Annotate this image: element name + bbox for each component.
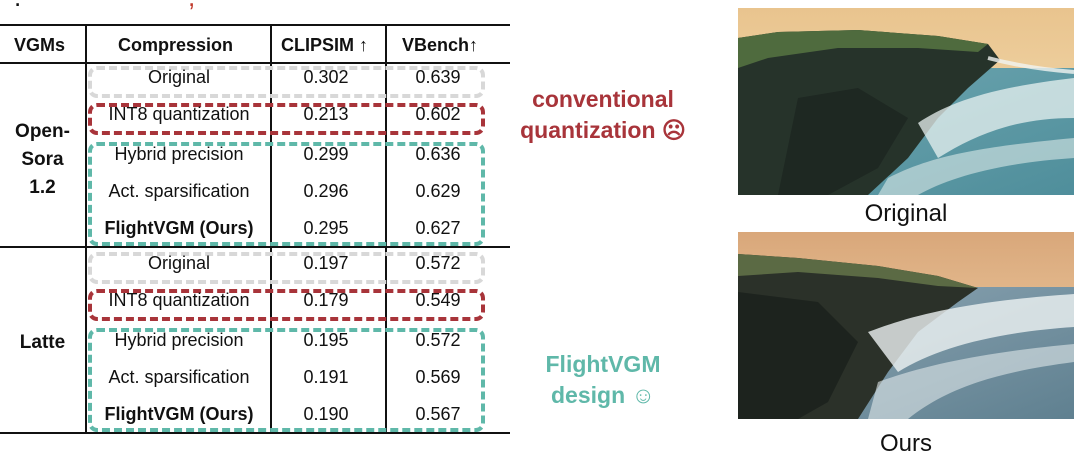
flightvgm-label-line1: FlightVGM bbox=[545, 351, 661, 377]
vbench-cell: 0.569 bbox=[415, 367, 461, 387]
clipsim-cell: 0.191 bbox=[303, 367, 349, 387]
table-row: INT8 quantization 0.179 0.549 bbox=[0, 289, 510, 311]
conventional-dashed-box bbox=[88, 103, 485, 135]
clipsim-cell: 0.296 bbox=[303, 181, 349, 201]
table-row: INT8 quantization 0.213 0.602 bbox=[0, 103, 510, 125]
clipsim-cell: 0.302 bbox=[303, 67, 349, 87]
header-clipsim: CLIPSIM ↑ bbox=[281, 35, 369, 55]
flightvgm-design-label: FlightVGM design ☺ bbox=[508, 349, 698, 411]
table-row: FlightVGM (Ours) 0.190 0.567 bbox=[0, 403, 510, 425]
table-row: Original 0.197 0.572 bbox=[0, 252, 510, 274]
header-vbench: VBench↑ bbox=[402, 35, 479, 55]
original-dashed-box bbox=[88, 252, 485, 284]
model-name-1: Latte bbox=[0, 329, 85, 357]
table-row: Act. sparsification 0.296 0.629 bbox=[0, 180, 510, 202]
table-top-rule bbox=[0, 24, 510, 26]
conventional-label-line2: quantization ☹ bbox=[520, 117, 686, 143]
method-cell: FlightVGM (Ours) bbox=[104, 404, 254, 424]
model-name-0: Open- Sora 1.2 bbox=[0, 118, 85, 202]
header-vgms: VGMs bbox=[14, 35, 66, 55]
table-bottom-rule bbox=[0, 432, 510, 434]
table-row: Act. sparsification 0.191 0.569 bbox=[0, 366, 510, 388]
clipsim-cell: 0.179 bbox=[303, 290, 349, 310]
table-row: FlightVGM (Ours) 0.295 0.627 bbox=[0, 217, 510, 239]
flightvgm-label-line2: design ☺ bbox=[551, 382, 655, 408]
original-dashed-box bbox=[88, 66, 485, 98]
flightvgm-dashed-box bbox=[88, 142, 485, 246]
conventional-label-line1: conventional bbox=[532, 86, 674, 112]
method-cell: Original bbox=[147, 253, 211, 273]
clipsim-cell: 0.195 bbox=[303, 330, 349, 350]
conventional-quantization-label: conventional quantization ☹ bbox=[508, 84, 698, 146]
vbench-cell: 0.549 bbox=[415, 290, 461, 310]
table-col-rule-1 bbox=[85, 24, 87, 434]
vbench-cell: 0.602 bbox=[415, 104, 461, 124]
ours-frame-caption: Ours bbox=[879, 430, 932, 457]
table-col-rule-3 bbox=[385, 24, 387, 434]
table-col-rule-2 bbox=[270, 24, 272, 434]
method-cell: Original bbox=[147, 67, 211, 87]
table-group-rule bbox=[0, 246, 510, 248]
method-cell: Act. sparsification bbox=[108, 367, 250, 387]
model-name-line: Latte bbox=[19, 332, 66, 353]
method-cell: Hybrid precision bbox=[114, 330, 244, 350]
clipsim-cell: 0.299 bbox=[303, 144, 349, 164]
vbench-cell: 0.629 bbox=[415, 181, 461, 201]
clipsim-cell: 0.213 bbox=[303, 104, 349, 124]
vbench-cell: 0.627 bbox=[415, 218, 461, 238]
vbench-cell: 0.572 bbox=[415, 253, 461, 273]
vbench-cell: 0.567 bbox=[415, 404, 461, 424]
header-compression: Compression bbox=[118, 35, 234, 55]
flightvgm-dashed-box bbox=[88, 328, 485, 432]
table-header-rule bbox=[0, 62, 510, 64]
table-row: Hybrid precision 0.195 0.572 bbox=[0, 329, 510, 351]
method-cell: Hybrid precision bbox=[114, 144, 244, 164]
method-cell: Act. sparsification bbox=[108, 181, 250, 201]
clipsim-cell: 0.190 bbox=[303, 404, 349, 424]
model-name-line: 1.2 bbox=[29, 177, 56, 198]
vbench-cell: 0.572 bbox=[415, 330, 461, 350]
table-row: Hybrid precision 0.299 0.636 bbox=[0, 143, 510, 165]
cropped-caption-fragment: . , ​ bbox=[0, 0, 1000, 12]
ours-video-frame bbox=[738, 232, 1074, 419]
original-video-frame bbox=[738, 8, 1074, 195]
table-row: Original 0.302 0.639 bbox=[0, 66, 510, 88]
clipsim-cell: 0.197 bbox=[303, 253, 349, 273]
model-name-line: Sora bbox=[21, 149, 64, 170]
method-cell: FlightVGM (Ours) bbox=[104, 218, 254, 238]
vbench-cell: 0.639 bbox=[415, 67, 461, 87]
method-cell: INT8 quantization bbox=[108, 290, 250, 310]
original-frame-caption: Original bbox=[864, 200, 948, 227]
model-name-line: Open- bbox=[15, 121, 70, 142]
clipsim-cell: 0.295 bbox=[303, 218, 349, 238]
conventional-dashed-box bbox=[88, 289, 485, 321]
vbench-cell: 0.636 bbox=[415, 144, 461, 164]
method-cell: INT8 quantization bbox=[108, 104, 250, 124]
